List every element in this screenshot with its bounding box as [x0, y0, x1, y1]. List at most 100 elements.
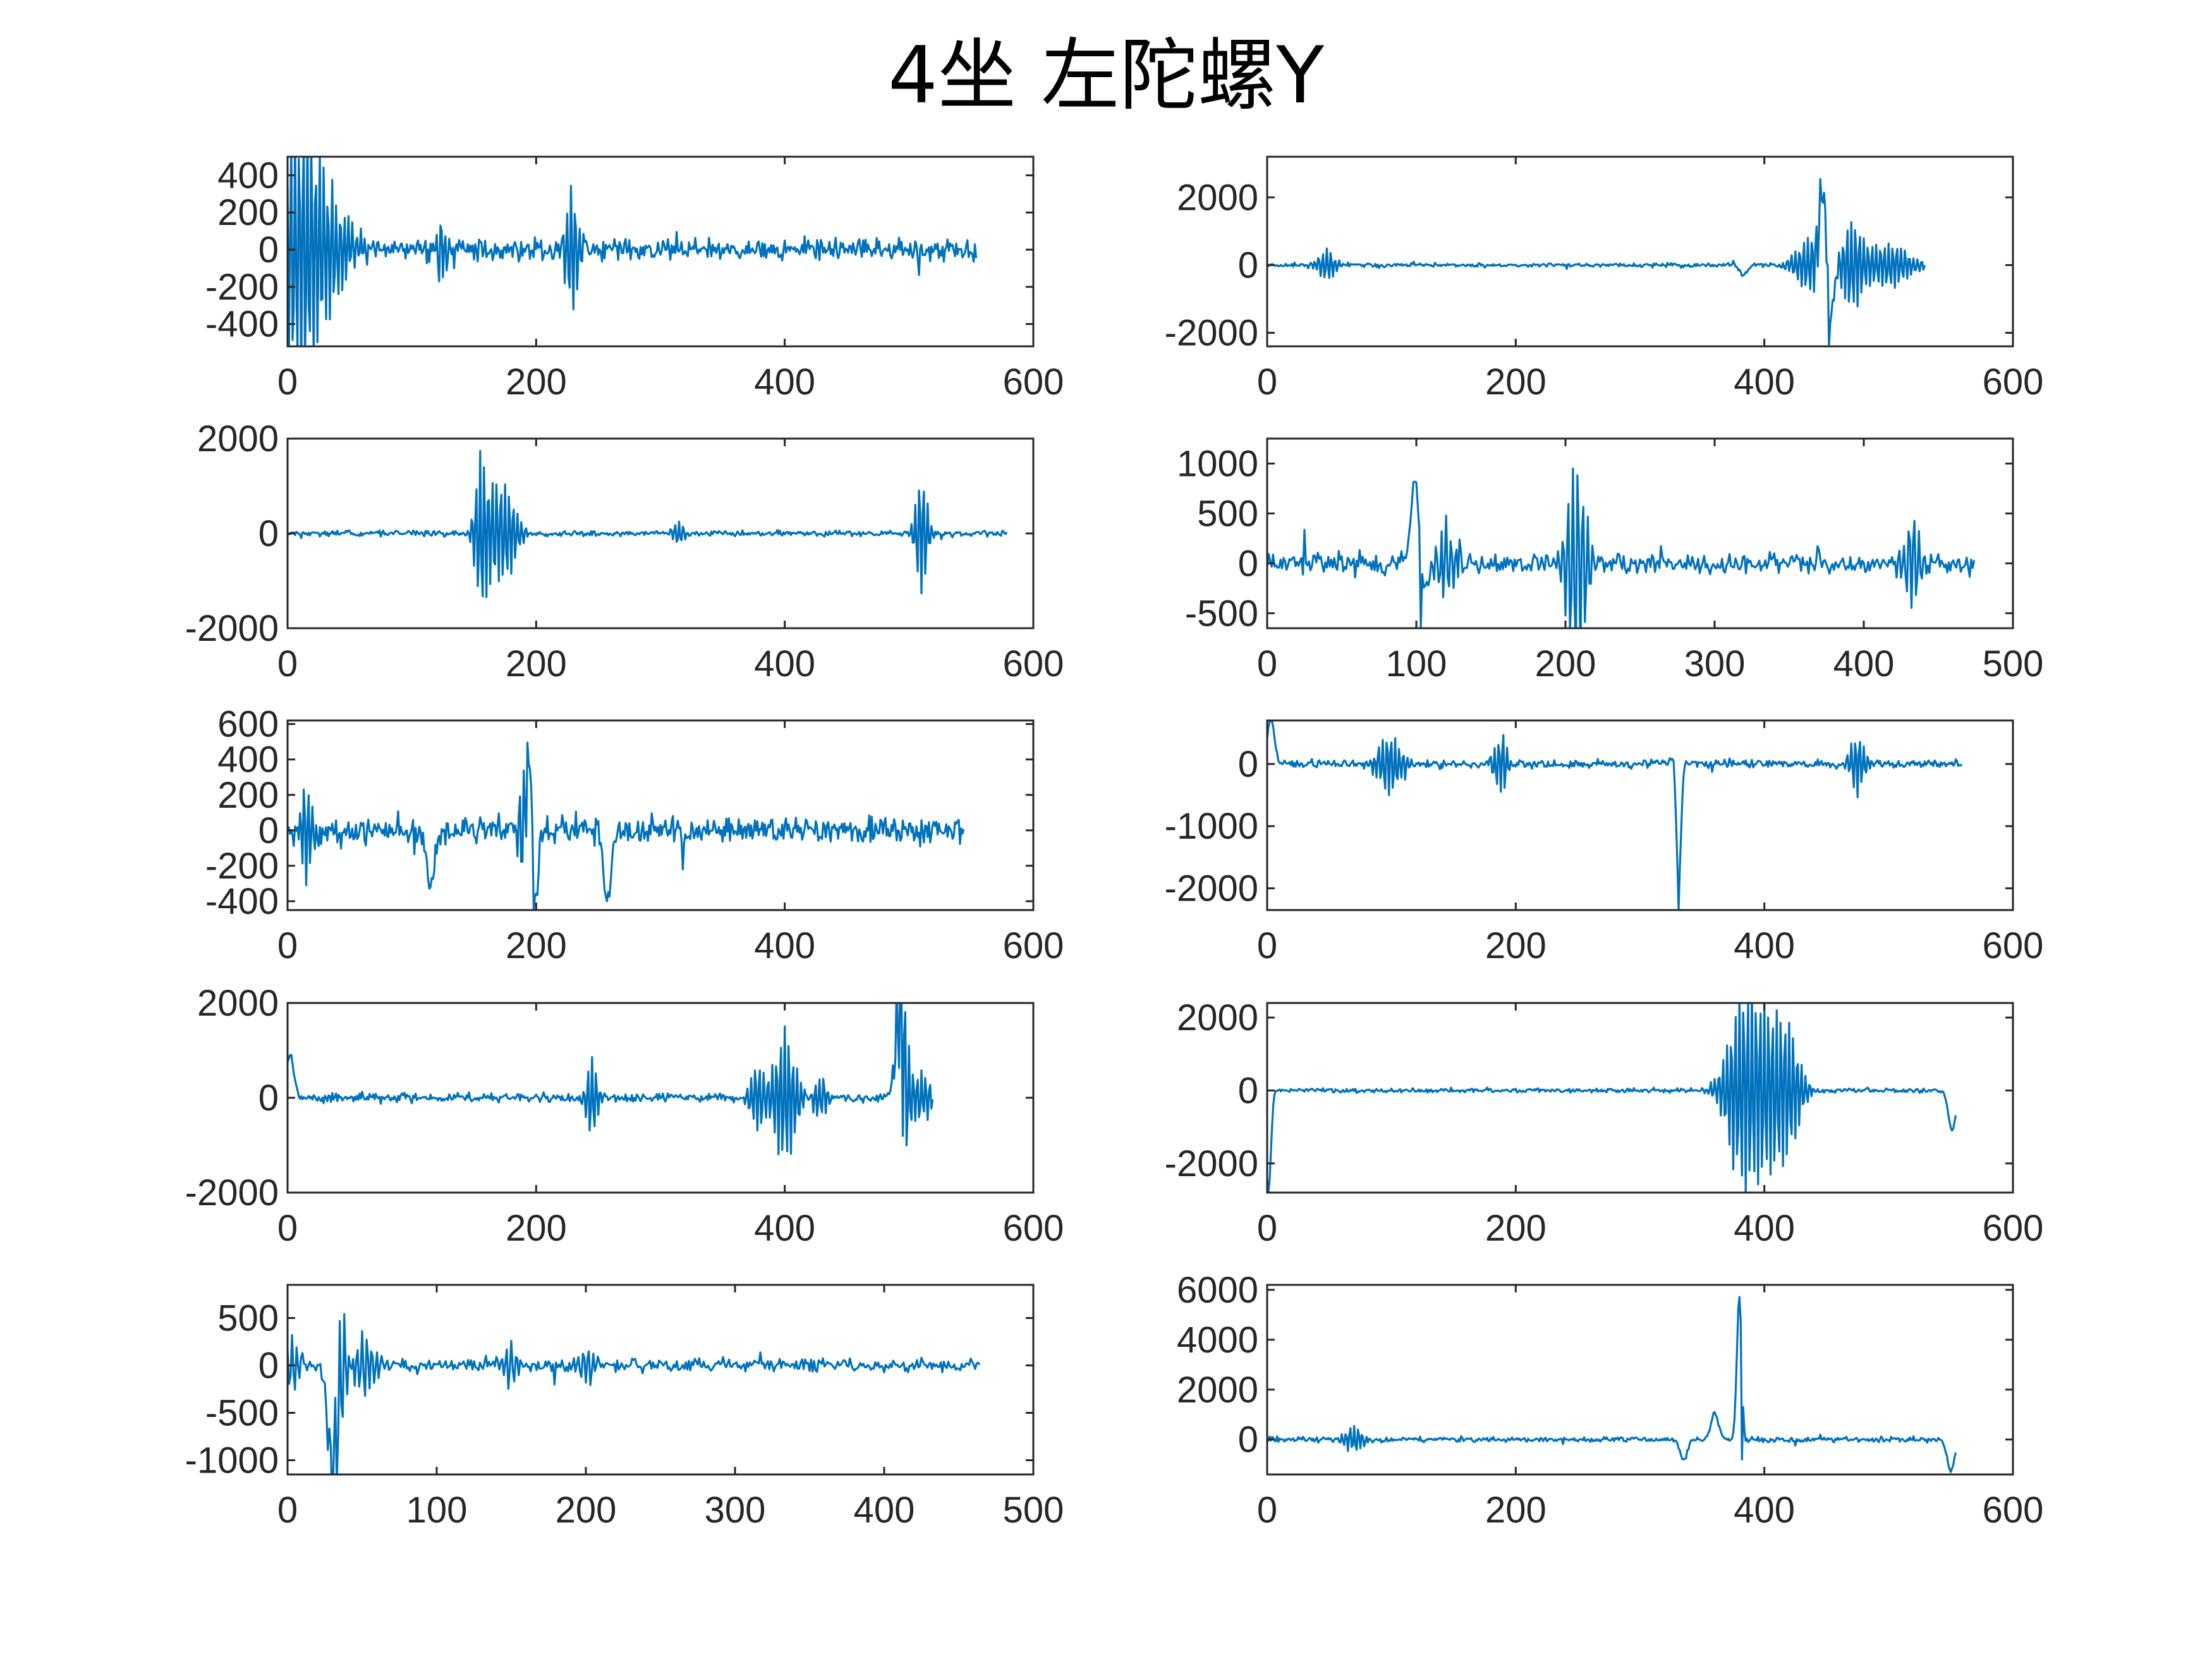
x-tick-label: 0	[1257, 1490, 1277, 1531]
x-tick-label: 200	[506, 1208, 567, 1249]
axes-box	[286, 719, 1035, 911]
y-tick-label: 4000	[1177, 1320, 1258, 1361]
x-tick-label: 100	[406, 1490, 468, 1531]
subplot-3-2: 0 200 400 600 -2000 -1000 0	[1165, 719, 2044, 966]
y-tick-label: 2000	[1177, 1370, 1258, 1411]
axes-box	[1266, 155, 2014, 348]
y-tick-label: 2000	[1177, 997, 1258, 1038]
x-tick-label: 200	[1485, 1490, 1547, 1531]
y-tick-label: 0	[258, 1078, 279, 1119]
axes-box	[1266, 437, 2014, 629]
x-tick-label: 200	[1535, 643, 1596, 684]
y-tick-label: 200	[217, 192, 279, 233]
figure-title: 4坐 左陀螺Y	[887, 30, 1325, 121]
y-tick-label: 400	[217, 739, 279, 781]
series-line	[288, 1313, 981, 1474]
y-tick-label: 0	[258, 513, 279, 554]
x-tick-label: 500	[1003, 1490, 1064, 1531]
x-tick-label: 200	[506, 643, 567, 684]
y-tick-label: 0	[1238, 543, 1258, 584]
x-tick-label: 400	[1734, 1208, 1795, 1249]
subplot-5-1: 0 100 200 300 400 500 -1000 -500 0 500	[185, 1284, 1064, 1531]
x-tick-label: 600	[1983, 362, 2044, 403]
series-line	[1267, 1003, 1957, 1193]
y-tick-label: 1000	[1177, 443, 1258, 484]
x-tick-label: 400	[1734, 925, 1795, 966]
x-tick-label: 600	[1983, 1208, 2044, 1249]
y-tick-label: 0	[1238, 1070, 1258, 1111]
axes-box	[1266, 1002, 2014, 1194]
x-tick-label: 0	[277, 1490, 298, 1531]
y-tick-label: 6000	[1177, 1270, 1258, 1311]
x-tick-label: 400	[754, 643, 815, 684]
x-tick-label: 0	[1257, 362, 1277, 403]
y-tick-label: -500	[205, 1393, 279, 1434]
y-tick-label: 0	[1238, 245, 1258, 286]
subplot-2-2: 0 100 200 300 400 500 -500 0 500 1000	[1177, 437, 2044, 684]
y-tick-label: -1000	[1165, 806, 1258, 847]
y-tick-label: -2000	[185, 608, 279, 649]
x-tick-label: 500	[1983, 643, 2044, 684]
series-line	[1267, 1296, 1957, 1473]
x-tick-label: 300	[705, 1490, 766, 1531]
x-tick-label: 0	[277, 1208, 298, 1249]
y-tick-label: -200	[205, 267, 279, 308]
x-tick-label: 100	[1386, 643, 1447, 684]
x-tick-label: 300	[1684, 643, 1746, 684]
series-line	[288, 157, 978, 346]
y-tick-label: 2000	[197, 418, 279, 459]
x-tick-label: 400	[754, 925, 815, 966]
y-tick-label: 400	[217, 155, 279, 196]
x-tick-label: 200	[556, 1490, 617, 1531]
y-tick-label: -2000	[1165, 313, 1258, 354]
y-tick-label: 0	[258, 229, 279, 270]
x-tick-label: 600	[1983, 925, 2044, 966]
y-tick-label: -200	[205, 846, 279, 887]
x-tick-label: 600	[1003, 362, 1064, 403]
x-tick-label: 600	[1003, 925, 1064, 966]
x-tick-label: 600	[1003, 1208, 1064, 1249]
x-tick-label: 0	[1257, 925, 1277, 966]
y-tick-label: 500	[1197, 493, 1258, 534]
y-tick-label: -400	[205, 304, 279, 345]
y-tick-label: 0	[258, 810, 279, 851]
x-tick-label: 200	[1485, 925, 1547, 966]
x-tick-label: 200	[506, 362, 567, 403]
y-tick-label: -500	[1185, 593, 1258, 634]
x-tick-label: 400	[1833, 643, 1895, 684]
y-tick-label: 200	[217, 775, 279, 816]
axes-box	[1266, 1284, 2014, 1476]
y-tick-label: 0	[1238, 744, 1258, 785]
series-line	[1267, 467, 1976, 628]
axes-box	[1266, 719, 2014, 911]
y-tick-label: 2000	[1177, 177, 1258, 218]
series-line	[288, 741, 965, 910]
y-tick-label: 0	[258, 1346, 279, 1387]
series-line	[1267, 720, 1963, 910]
x-tick-label: 200	[506, 925, 567, 966]
y-tick-label: 600	[217, 704, 279, 745]
series-line	[288, 449, 1008, 599]
axes-box	[286, 155, 1035, 348]
x-tick-label: 600	[1003, 643, 1064, 684]
x-tick-label: 0	[1257, 1208, 1277, 1249]
x-tick-label: 400	[1734, 1490, 1795, 1531]
x-tick-label: 400	[1734, 362, 1795, 403]
y-tick-label: 500	[217, 1298, 279, 1339]
series-line	[1267, 178, 1926, 346]
x-tick-label: 200	[1485, 1208, 1547, 1249]
series-line	[288, 1003, 934, 1155]
y-tick-label: -2000	[1165, 868, 1258, 909]
y-tick-label: -1000	[185, 1440, 279, 1481]
subplot-4-2: 0 200 400 600 -2000 0 2000	[1165, 997, 2044, 1249]
subplot-1-2: 0 200 400 600 -2000 0 2000	[1165, 155, 2044, 403]
x-tick-label: 0	[1257, 643, 1277, 684]
x-tick-label: 400	[754, 1208, 815, 1249]
